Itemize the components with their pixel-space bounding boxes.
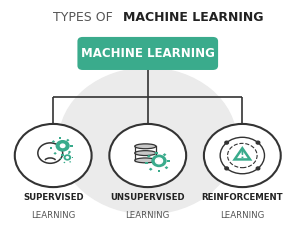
Circle shape [109, 124, 186, 187]
Text: !: ! [240, 150, 245, 160]
Text: LEARNING: LEARNING [220, 211, 265, 220]
Bar [158, 170, 160, 172]
Bar [147, 155, 151, 158]
Bar [165, 166, 168, 169]
Circle shape [64, 154, 71, 161]
Bar [60, 158, 61, 159]
Bar [62, 153, 64, 155]
Bar [68, 153, 70, 155]
Bar [68, 151, 71, 153]
Bar [145, 162, 148, 164]
Circle shape [151, 155, 167, 167]
Circle shape [256, 141, 260, 144]
Text: MACHINE LEARNING: MACHINE LEARNING [81, 47, 215, 60]
Circle shape [56, 140, 70, 152]
Circle shape [59, 68, 236, 214]
Bar [61, 154, 64, 156]
Circle shape [66, 156, 69, 159]
Text: MACHINE LEARNING: MACHINE LEARNING [123, 11, 263, 24]
Polygon shape [235, 148, 250, 159]
Text: UNSUPERVISED: UNSUPERVISED [110, 193, 185, 202]
Bar [52, 140, 55, 143]
Ellipse shape [135, 144, 156, 149]
Circle shape [256, 167, 260, 170]
Bar [66, 139, 70, 142]
Bar [63, 162, 65, 163]
Circle shape [225, 167, 228, 170]
Text: TYPES OF: TYPES OF [53, 11, 117, 24]
Bar [149, 168, 153, 171]
Text: LEARNING: LEARNING [31, 211, 75, 220]
FancyBboxPatch shape [77, 37, 218, 70]
Bar [167, 160, 170, 162]
Circle shape [156, 158, 162, 164]
Text: REINFORCEMENT: REINFORCEMENT [202, 193, 283, 202]
Text: LEARNING: LEARNING [126, 211, 170, 220]
Bar [59, 138, 61, 139]
Bar [72, 157, 73, 158]
Circle shape [60, 143, 66, 148]
Ellipse shape [135, 151, 156, 156]
Circle shape [225, 141, 228, 144]
Bar [50, 147, 52, 149]
Ellipse shape [135, 158, 156, 163]
Bar [70, 145, 73, 147]
Circle shape [204, 124, 281, 187]
Circle shape [15, 124, 92, 187]
Text: SUPERVISED: SUPERVISED [23, 193, 83, 202]
Bar [155, 152, 158, 154]
Bar [53, 152, 57, 155]
Bar [163, 153, 167, 156]
Bar [69, 161, 71, 163]
